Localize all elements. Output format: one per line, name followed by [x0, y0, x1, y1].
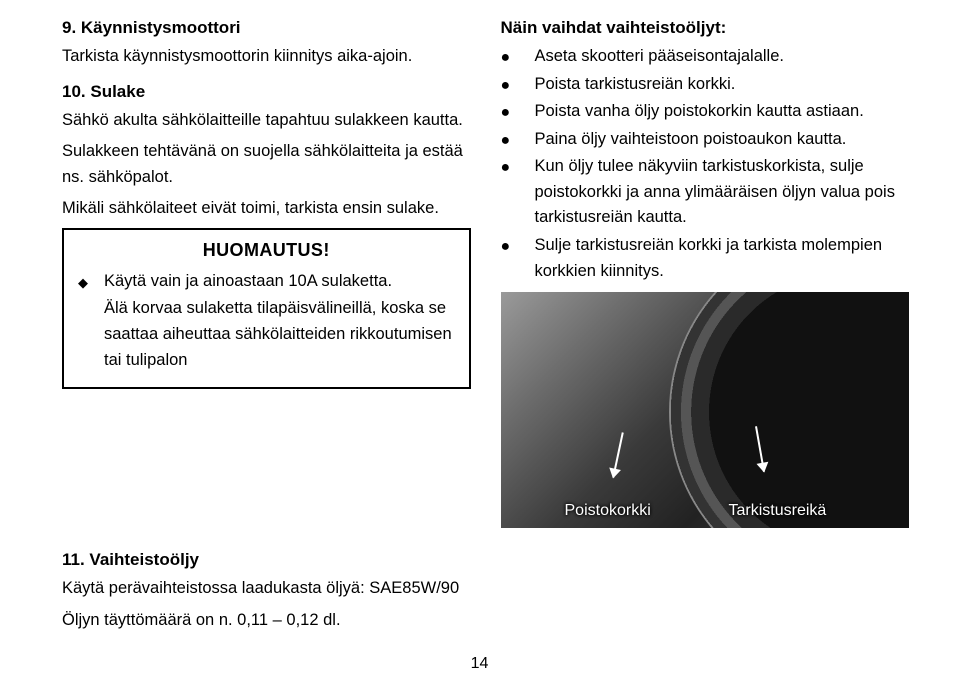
- heading-11: 11. Vaihteistoöljy: [62, 550, 469, 570]
- paragraph-10a: Sähkö akulta sähkölaitteille tapahtuu su…: [62, 108, 471, 134]
- disc-bullet-icon: ●: [501, 156, 535, 181]
- left-column: 9. Käynnistysmoottori Tarkista käynnisty…: [62, 18, 471, 528]
- disc-bullet-icon: ●: [501, 46, 535, 71]
- heading-10: 10. Sulake: [62, 82, 471, 102]
- list-item: ● Kun öljy tulee näkyviin tarkistuskorki…: [501, 154, 910, 231]
- scooter-photo: Poistokorkki Tarkistusreikä: [501, 292, 910, 528]
- list-item-text: Kun öljy tulee näkyviin tarkistuskorkist…: [535, 154, 910, 231]
- notice-continuation: Älä korvaa sulaketta tilapäisvälineillä,…: [78, 296, 455, 373]
- list-item-text: Aseta skootteri pääseisontajalalle.: [535, 44, 910, 70]
- section-11: 11. Vaihteistoöljy Käytä perävaihteistos…: [62, 550, 469, 633]
- list-item: ● Paina öljy vaihteistoon poistoaukon ka…: [501, 127, 910, 153]
- list-item: ● Poista tarkistusreiän korkki.: [501, 72, 910, 98]
- arrow-left-icon: [612, 432, 624, 477]
- list-item: ● Sulje tarkistusreiän korkki ja tarkist…: [501, 233, 910, 284]
- right-column: Näin vaihdat vaihteistoöljyt: ● Aseta sk…: [501, 18, 910, 528]
- heading-9: 9. Käynnistysmoottori: [62, 18, 471, 38]
- wheel-graphic: [669, 292, 909, 528]
- disc-bullet-icon: ●: [501, 101, 535, 126]
- paragraph-9: Tarkista käynnistysmoottorin kiinnitys a…: [62, 44, 471, 70]
- caption-left: Poistokorkki: [565, 502, 651, 520]
- notice-bullet-text: Käytä vain ja ainoastaan 10A sulaketta.: [104, 269, 455, 295]
- notice-bullet-row: ◆ Käytä vain ja ainoastaan 10A sulaketta…: [78, 269, 455, 295]
- list-item-text: Paina öljy vaihteistoon poistoaukon kaut…: [535, 127, 910, 153]
- diamond-bullet-icon: ◆: [78, 273, 104, 293]
- two-column-layout: 9. Käynnistysmoottori Tarkista käynnisty…: [62, 18, 909, 528]
- disc-bullet-icon: ●: [501, 129, 535, 154]
- list-item-text: Sulje tarkistusreiän korkki ja tarkista …: [535, 233, 910, 284]
- paragraph-10b: Sulakkeen tehtävänä on suojella sähkölai…: [62, 139, 471, 190]
- paragraph-11a: Käytä perävaihteistossa laadukasta öljyä…: [62, 576, 469, 602]
- list-item-text: Poista vanha öljy poistokorkin kautta as…: [535, 99, 910, 125]
- disc-bullet-icon: ●: [501, 235, 535, 260]
- list-item: ● Aseta skootteri pääseisontajalalle.: [501, 44, 910, 70]
- list-item: ● Poista vanha öljy poistokorkin kautta …: [501, 99, 910, 125]
- page-number: 14: [0, 655, 959, 673]
- notice-box: HUOMAUTUS! ◆ Käytä vain ja ainoastaan 10…: [62, 228, 471, 389]
- paragraph-11b: Öljyn täyttömäärä on n. 0,11 – 0,12 dl.: [62, 608, 469, 634]
- notice-title: HUOMAUTUS!: [78, 240, 455, 261]
- right-heading: Näin vaihdat vaihteistoöljyt:: [501, 18, 910, 38]
- caption-right: Tarkistusreikä: [729, 502, 827, 520]
- list-item-text: Poista tarkistusreiän korkki.: [535, 72, 910, 98]
- paragraph-10c: Mikäli sähkölaiteet eivät toimi, tarkist…: [62, 196, 471, 222]
- disc-bullet-icon: ●: [501, 74, 535, 99]
